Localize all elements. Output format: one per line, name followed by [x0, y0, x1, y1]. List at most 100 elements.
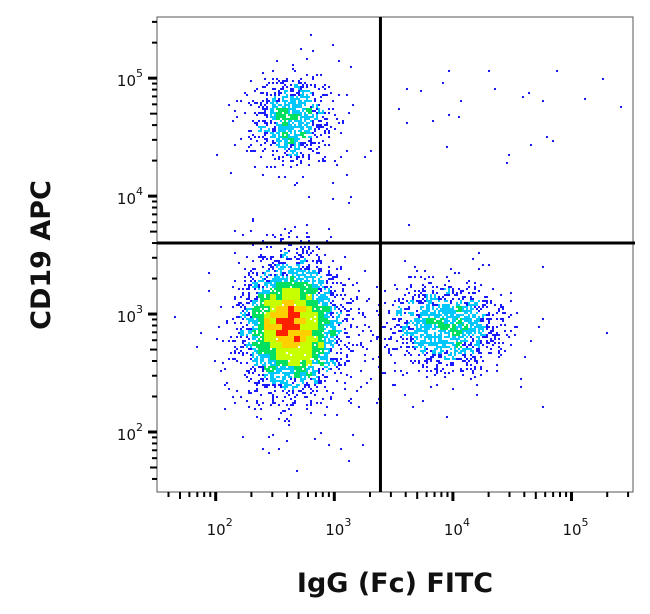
event-point [248, 272, 250, 274]
event-point [432, 276, 434, 278]
event-point [250, 284, 252, 286]
event-point [458, 298, 460, 300]
event-point [310, 302, 312, 304]
event-point [302, 374, 304, 376]
event-point [298, 348, 300, 350]
event-point [248, 302, 250, 304]
event-point [232, 358, 234, 360]
event-point [290, 268, 292, 270]
event-point [256, 342, 258, 344]
event-point [308, 272, 310, 274]
event-point [316, 308, 318, 310]
event-point [280, 302, 282, 304]
event-point [292, 326, 294, 328]
event-point [406, 372, 408, 374]
event-point [440, 346, 442, 348]
event-point [328, 108, 330, 110]
event-point [432, 344, 434, 346]
event-point [502, 312, 504, 314]
event-point [252, 304, 254, 306]
event-point [280, 290, 282, 292]
event-point [298, 338, 300, 340]
event-point [422, 310, 424, 312]
event-point [394, 332, 396, 334]
event-point [318, 280, 320, 282]
event-point [258, 288, 260, 290]
event-point [284, 248, 286, 250]
event-point [458, 320, 460, 322]
event-point [344, 284, 346, 286]
event-point [410, 354, 412, 356]
event-point [328, 364, 330, 366]
event-point [272, 356, 274, 358]
event-point [308, 304, 310, 306]
event-point [278, 312, 280, 314]
event-point [258, 130, 260, 132]
event-point [270, 392, 272, 394]
event-point [282, 314, 284, 316]
event-point [300, 134, 302, 136]
event-point [470, 324, 472, 326]
event-point [264, 284, 266, 286]
event-point [434, 352, 436, 354]
event-point [326, 310, 328, 312]
event-point [238, 332, 240, 334]
event-point [318, 160, 320, 162]
event-point [304, 102, 306, 104]
event-point [240, 336, 242, 338]
event-point [296, 278, 298, 280]
event-point [268, 302, 270, 304]
event-point [286, 404, 288, 406]
event-point [312, 294, 314, 296]
event-point [294, 286, 296, 288]
event-point [342, 288, 344, 290]
event-point [290, 320, 292, 322]
event-point [304, 384, 306, 386]
event-point [452, 314, 454, 316]
event-point [274, 98, 276, 100]
event-point [302, 144, 304, 146]
event-point [310, 372, 312, 374]
event-point [430, 334, 432, 336]
event-point [274, 130, 276, 132]
event-point [274, 328, 276, 330]
event-point [428, 276, 430, 278]
event-point [350, 66, 352, 68]
event-point [416, 300, 418, 302]
event-point [458, 338, 460, 340]
event-point [424, 278, 426, 280]
event-point [254, 364, 256, 366]
event-point [332, 360, 334, 362]
event-point [278, 92, 280, 94]
event-point [468, 330, 470, 332]
event-point [448, 358, 450, 360]
event-point [272, 88, 274, 90]
event-point [434, 344, 436, 346]
event-point [278, 342, 280, 344]
event-point [304, 326, 306, 328]
event-point [294, 292, 296, 294]
event-point [324, 342, 326, 344]
event-point [284, 96, 286, 98]
event-point [290, 88, 292, 90]
event-point [454, 352, 456, 354]
event-point [284, 148, 286, 150]
event-point [478, 330, 480, 332]
event-point [450, 316, 452, 318]
event-point [468, 332, 470, 334]
event-point [272, 374, 274, 376]
event-point [358, 308, 360, 310]
event-point [322, 158, 324, 160]
event-point [290, 284, 292, 286]
event-point [346, 356, 348, 358]
event-point [288, 332, 290, 334]
event-point [244, 340, 246, 342]
event-point [274, 356, 276, 358]
event-point [330, 308, 332, 310]
event-point [288, 282, 290, 284]
event-point [272, 154, 274, 156]
event-point [432, 336, 434, 338]
event-point [282, 88, 284, 90]
event-point [274, 340, 276, 342]
event-point [346, 94, 348, 96]
